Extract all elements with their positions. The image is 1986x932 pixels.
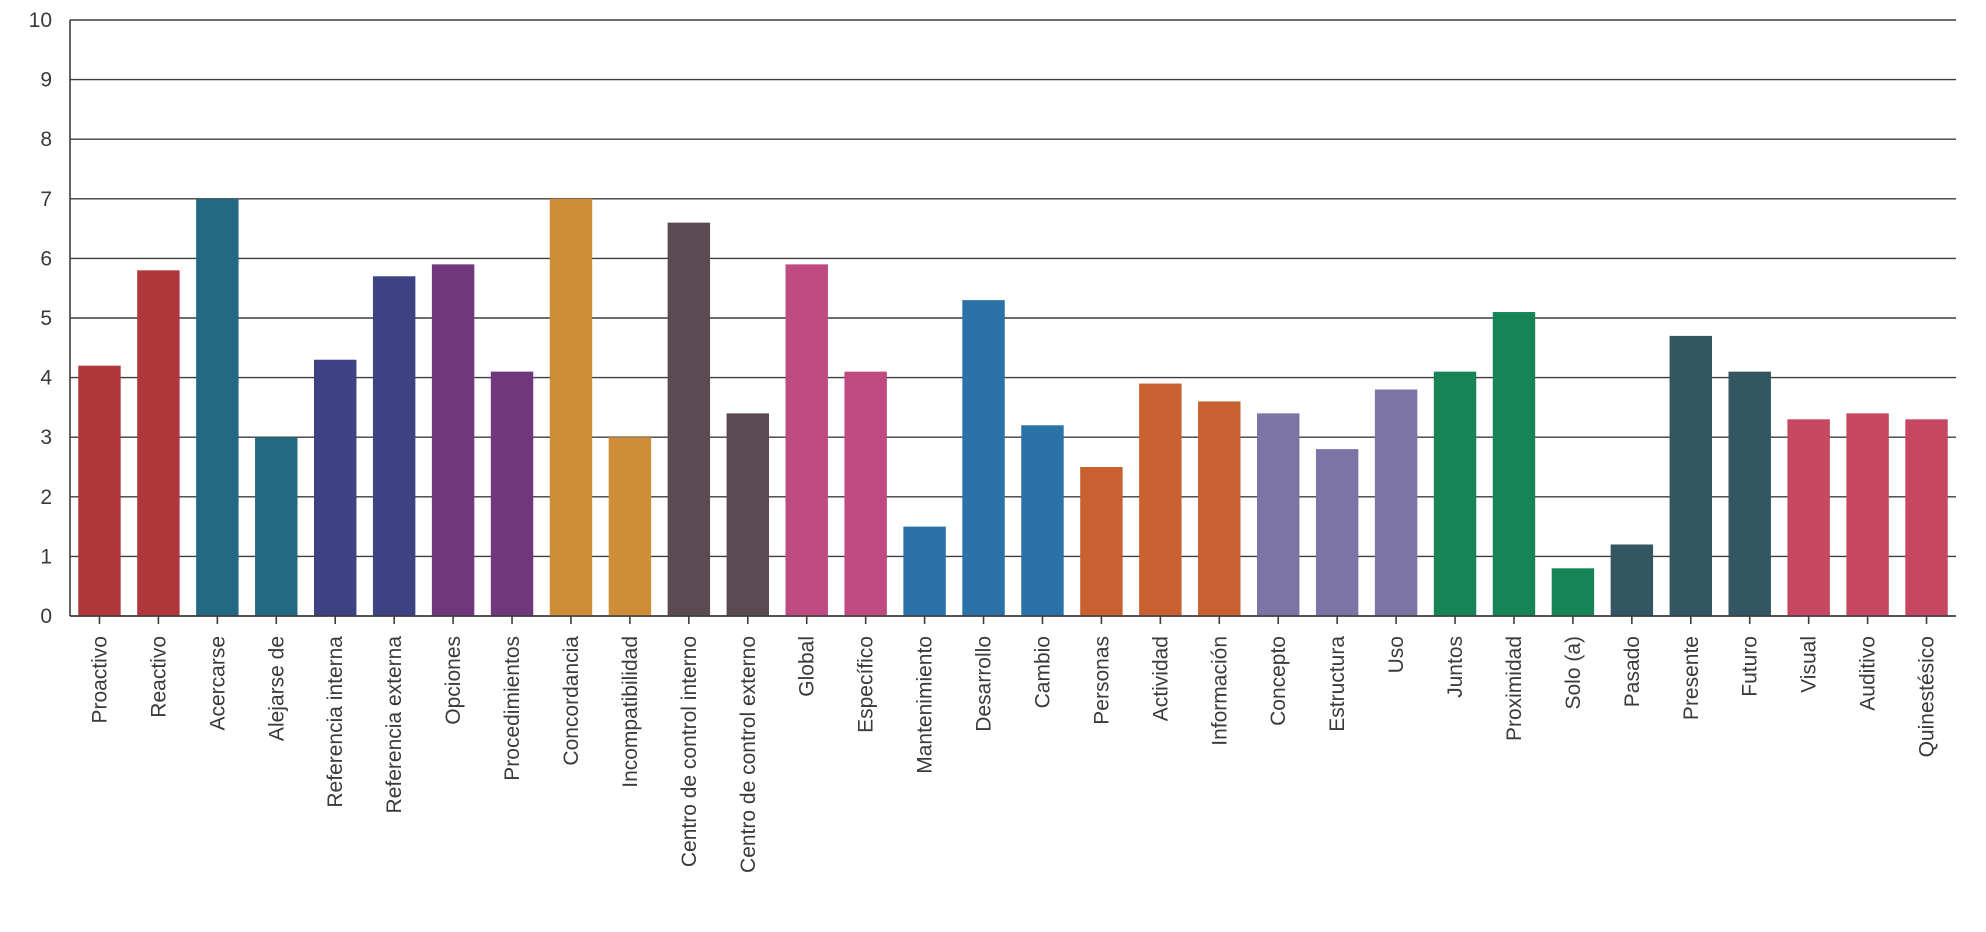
- x-tick-label: Proactivo: [88, 636, 111, 724]
- x-tick-label: Proximidad: [1503, 636, 1526, 741]
- y-tick-label: 9: [40, 69, 52, 92]
- bar: [1551, 568, 1595, 616]
- x-tick-label: Centro de control externo: [737, 636, 760, 873]
- x-tick-label: Pasado: [1621, 636, 1644, 707]
- y-tick-label: 10: [29, 9, 52, 32]
- y-tick-label: 2: [40, 486, 52, 509]
- x-tick-label: Actividad: [1149, 636, 1172, 721]
- x-tick-label: Procedimientos: [501, 636, 524, 781]
- x-axis: Proactivo Reactivo Acercarse Alejarse de Ref…: [70, 615, 1956, 873]
- bar: [78, 365, 121, 616]
- bar: [903, 526, 946, 616]
- y-tick-label: 1: [40, 545, 52, 568]
- x-tick-label: Estructura: [1326, 636, 1349, 732]
- bar: [196, 198, 239, 617]
- bar: [844, 371, 887, 616]
- x-tick-label: Específico: [855, 636, 878, 733]
- y-tick-label: 6: [40, 247, 52, 270]
- x-tick-label: Auditivo: [1857, 636, 1880, 711]
- y-tick-label: 8: [40, 128, 52, 151]
- x-tick-label: Referencia externa: [383, 636, 406, 814]
- bar: [726, 413, 769, 616]
- x-tick-label: Desarrollo: [973, 636, 996, 732]
- y-axis: 0 1 2 3 4 5 6 7 8 9 10: [29, 9, 71, 628]
- y-tick-label: 0: [40, 605, 52, 628]
- bar: [1198, 401, 1241, 616]
- bar: [1905, 419, 1948, 616]
- x-tick-label: Cambio: [1031, 636, 1054, 708]
- x-tick-label: Información: [1208, 636, 1231, 746]
- x-tick-label: Acercarse: [206, 636, 229, 731]
- bar: [962, 300, 1005, 616]
- bar: [255, 437, 298, 616]
- x-tick-label: Presente: [1680, 636, 1703, 720]
- x-tick-label: Personas: [1090, 636, 1113, 725]
- x-tick-label: Alejarse de: [265, 636, 288, 741]
- x-tick-label: Solo (a): [1562, 636, 1585, 710]
- y-tick-label: 5: [40, 307, 52, 330]
- x-tick-label: Uso: [1385, 636, 1408, 673]
- bar: [1374, 389, 1418, 616]
- bar: [667, 222, 711, 616]
- bar: [1433, 371, 1477, 616]
- bar: [1021, 425, 1064, 616]
- x-tick-label: Global: [796, 636, 819, 697]
- bar: [1257, 413, 1300, 616]
- x-tick-label: Referencia interna: [324, 636, 347, 808]
- x-tick-label: Juntos: [1444, 636, 1467, 698]
- bar: [372, 276, 416, 616]
- bar: [549, 198, 593, 617]
- bar: [1787, 419, 1830, 616]
- bar: [608, 437, 652, 616]
- bar: [1080, 467, 1123, 616]
- x-tick-label: Opciones: [442, 636, 465, 725]
- bar: [431, 264, 475, 616]
- bar: [137, 270, 180, 616]
- bar: [314, 359, 357, 616]
- bar: [785, 264, 828, 616]
- x-tick-label: Concordancia: [560, 636, 583, 766]
- x-tick-label: Quinestésico: [1916, 636, 1939, 757]
- bar: [1315, 449, 1359, 616]
- bar: [490, 371, 534, 616]
- bar: [1610, 544, 1654, 616]
- x-tick-label: Centro de control interno: [678, 636, 701, 867]
- x-tick-label: Futuro: [1739, 636, 1762, 697]
- bars: [78, 198, 1948, 617]
- bar: [1728, 371, 1771, 616]
- bar: [1846, 413, 1889, 616]
- x-tick-label: Visual: [1798, 636, 1821, 693]
- y-tick-label: 3: [40, 426, 52, 449]
- x-tick-label: Mantenimiento: [914, 636, 937, 774]
- x-tick-label: Concepto: [1267, 636, 1290, 726]
- x-tick-label: Reactivo: [147, 636, 170, 718]
- y-tick-label: 4: [40, 367, 52, 390]
- bar: [1669, 335, 1712, 616]
- bar: [1139, 383, 1182, 616]
- x-tick-label: Incompatibilidad: [619, 636, 642, 788]
- y-tick-label: 7: [40, 188, 52, 211]
- bar: [1492, 312, 1536, 616]
